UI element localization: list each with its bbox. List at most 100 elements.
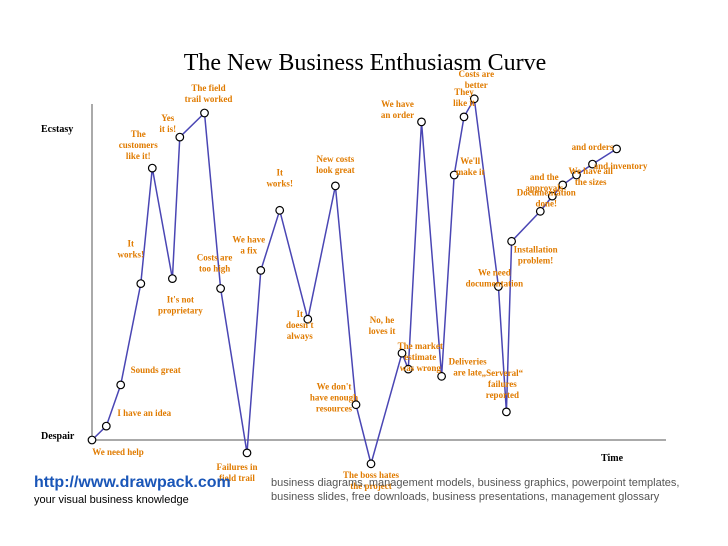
data-label-line: and inventory (594, 161, 648, 171)
data-label-line: a fix (240, 245, 257, 255)
data-point-16 (366, 459, 376, 469)
data-points-layer (87, 94, 621, 469)
data-label-line: Yes (161, 113, 174, 123)
data-label-12: It works! (266, 167, 293, 188)
data-label-21: We'll make it (456, 156, 485, 177)
data-label-line: It (276, 167, 283, 177)
y-label-ecstasy: Ecstasy (41, 124, 73, 135)
data-label-line: „Serveral“ (482, 368, 524, 378)
data-label-line: I have an idea (117, 408, 171, 418)
data-label-line: better (465, 80, 488, 90)
data-label-line: New costs (317, 154, 355, 164)
data-label-14: New costs look great (316, 154, 355, 175)
data-label-20: Deliveries are late (449, 356, 487, 377)
data-point-25 (502, 407, 511, 417)
x-label-time: Time (601, 453, 624, 464)
data-label-5: The customers like it! (119, 129, 158, 161)
data-label-line: have enough (310, 393, 358, 403)
data-label-line: We have all (568, 166, 613, 176)
data-label-line: The boss hates (343, 470, 400, 480)
data-point-4 (136, 279, 146, 289)
data-label-3: Sounds great (131, 365, 181, 375)
drawpack-link[interactable]: http://www.drawpack.com (34, 474, 231, 491)
data-label-line: like it (453, 98, 475, 108)
data-label-line: are late (453, 367, 482, 377)
data-label-line: resources (316, 404, 353, 414)
data-label-19: We have an order (381, 99, 414, 120)
data-point-20 (437, 371, 447, 381)
data-label-line: It (297, 309, 304, 319)
data-label-line: field trail (219, 473, 255, 483)
data-labels-layer: We need help I have an idea Sounds great It… (92, 69, 648, 491)
data-label-line: The (131, 129, 146, 139)
data-label-23: Costs are better (459, 69, 495, 90)
data-label-11: We have a fix (232, 234, 265, 255)
data-label-16: The boss hates the project (343, 470, 400, 491)
data-label-2: I have an idea (117, 408, 171, 418)
data-point-22 (459, 112, 469, 122)
data-label-line: proprietary (158, 306, 203, 316)
data-label-line: reported (486, 390, 519, 400)
data-label-line: Deliveries (449, 356, 487, 366)
data-label-line: failures (488, 379, 517, 389)
data-label-line: was wrong (400, 363, 442, 373)
data-label-line: the sizes (575, 177, 607, 187)
data-label-line: and orders (572, 142, 614, 152)
data-label-line: look great (316, 165, 355, 175)
data-point-29 (558, 180, 568, 190)
data-point-8 (200, 108, 209, 118)
data-point-13 (303, 314, 313, 324)
data-point-28 (547, 191, 557, 201)
data-label-line: Failures in (216, 462, 257, 472)
data-point-11 (256, 266, 266, 275)
data-label-28: and the approvals (525, 172, 563, 193)
data-label-line: The market (398, 341, 443, 351)
data-label-line: It's not (167, 295, 194, 305)
data-label-line: We have (232, 234, 265, 244)
data-label-line: doesn't (286, 320, 314, 330)
data-label-25: „Serveral“ failures reported (482, 368, 524, 400)
data-label-13: It doesn't always (286, 309, 314, 341)
data-label-line: We have (381, 99, 414, 109)
data-label-line: the project (350, 481, 392, 491)
data-label-line: trail worked (185, 94, 233, 104)
data-label-line: make it (456, 167, 485, 177)
data-label-6: It's not proprietary (158, 295, 203, 316)
data-point-19 (417, 117, 426, 127)
footer-tagline: your visual business knowledge (34, 494, 189, 506)
data-point-6 (167, 274, 177, 284)
data-point-1 (87, 435, 97, 445)
data-label-line: We'll (460, 156, 480, 166)
data-point-5 (147, 163, 157, 173)
data-label-line: We need (478, 268, 511, 278)
data-label-line: done! (536, 198, 558, 208)
data-label-26: Installation problem! (514, 244, 558, 265)
data-label-18: The market estimate was wrong (398, 341, 443, 373)
data-label-line: We need help (92, 447, 144, 457)
data-label-10: Failures in field trail (216, 462, 257, 483)
data-label-4: It works! (118, 239, 145, 260)
y-label-despair: Despair (41, 431, 75, 442)
data-label-line: works! (118, 250, 145, 260)
data-label-22: They like it (453, 87, 475, 108)
data-label-line: too high (199, 264, 230, 274)
data-label-9: Costs are too high (197, 253, 233, 274)
data-point-7 (175, 132, 185, 142)
enthusiasm-curve-line (91, 96, 618, 467)
data-label-17: No, he loves it (369, 315, 396, 336)
data-label-31: and orders (572, 142, 614, 152)
data-label-line: it is! (159, 124, 176, 134)
chart-title: The New Business Enthusiasm Curve (184, 50, 547, 76)
data-point-12 (275, 205, 285, 215)
data-label-line: No, he (370, 315, 395, 325)
data-point-17 (397, 348, 407, 358)
data-label-30: and inventory (594, 161, 648, 171)
data-point-24 (494, 282, 503, 291)
data-label-29: We have all the sizes (568, 166, 613, 187)
data-label-line: Installation (514, 244, 558, 254)
data-point-14 (331, 181, 340, 191)
data-point-30 (572, 170, 581, 180)
data-label-line: an order (381, 110, 414, 120)
data-label-line: Costs are (459, 69, 495, 79)
